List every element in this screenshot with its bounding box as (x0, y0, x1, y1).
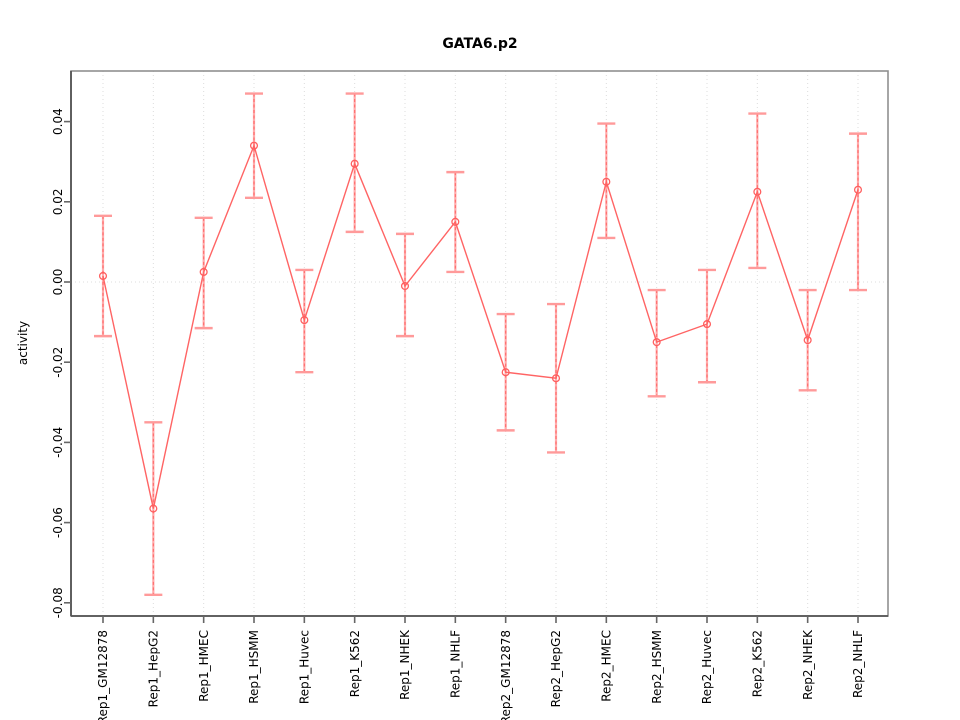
data-point (602, 177, 611, 186)
y-axis-label: activity (16, 320, 30, 366)
y-tick-label: -0.08 (51, 587, 65, 618)
x-tick-label: Rep2_Huvec (700, 630, 714, 704)
data-point (350, 159, 359, 168)
x-tick-label: Rep1_HSMM (247, 630, 261, 704)
data-point (551, 374, 561, 383)
x-tick-label: Rep2_HepG2 (549, 630, 563, 707)
x-tick-label: Rep2_HSMM (650, 630, 664, 704)
x-tick-label: Rep1_NHLF (449, 630, 463, 698)
x-tick-label: Rep2_NHEK (801, 629, 815, 700)
data-point (249, 141, 259, 150)
x-tick-label: Rep1_K562 (348, 630, 362, 697)
x-tick-label: Rep2_NHLF (851, 630, 865, 698)
data-point (98, 271, 108, 281)
y-tick-label: -0.04 (51, 427, 65, 458)
data-point (300, 316, 309, 325)
data-point (501, 368, 510, 377)
data-point (451, 217, 460, 226)
data-point (753, 187, 762, 196)
data-point (652, 338, 661, 347)
data-point (853, 185, 863, 194)
data-point (803, 336, 812, 345)
x-tick-label: Rep1_GM12878 (96, 630, 110, 720)
x-tick-label: Rep2_K562 (751, 630, 765, 697)
y-tick-label: 0.02 (51, 188, 65, 215)
x-tick-label: Rep2_GM12878 (499, 630, 513, 720)
y-tick-label: 0.04 (51, 108, 65, 135)
chart-title: GATA6.p2 (442, 36, 518, 52)
y-tick-label: -0.06 (51, 507, 65, 538)
data-point (400, 281, 410, 291)
y-tick-label: -0.02 (51, 347, 65, 378)
series-line (102, 143, 859, 509)
x-tick-label: Rep1_HMEC (197, 630, 211, 702)
y-tick-label: 0.00 (51, 269, 65, 296)
x-tick-label: Rep1_HepG2 (147, 630, 161, 707)
x-tick-label: Rep2_HMEC (600, 630, 614, 702)
data-point (199, 267, 208, 277)
data-point (702, 320, 712, 329)
x-tick-label: Rep1_Huvec (298, 630, 312, 704)
x-tick-label: Rep1_NHEK (398, 629, 412, 700)
data-point (149, 504, 158, 513)
plot-box (70, 70, 889, 617)
